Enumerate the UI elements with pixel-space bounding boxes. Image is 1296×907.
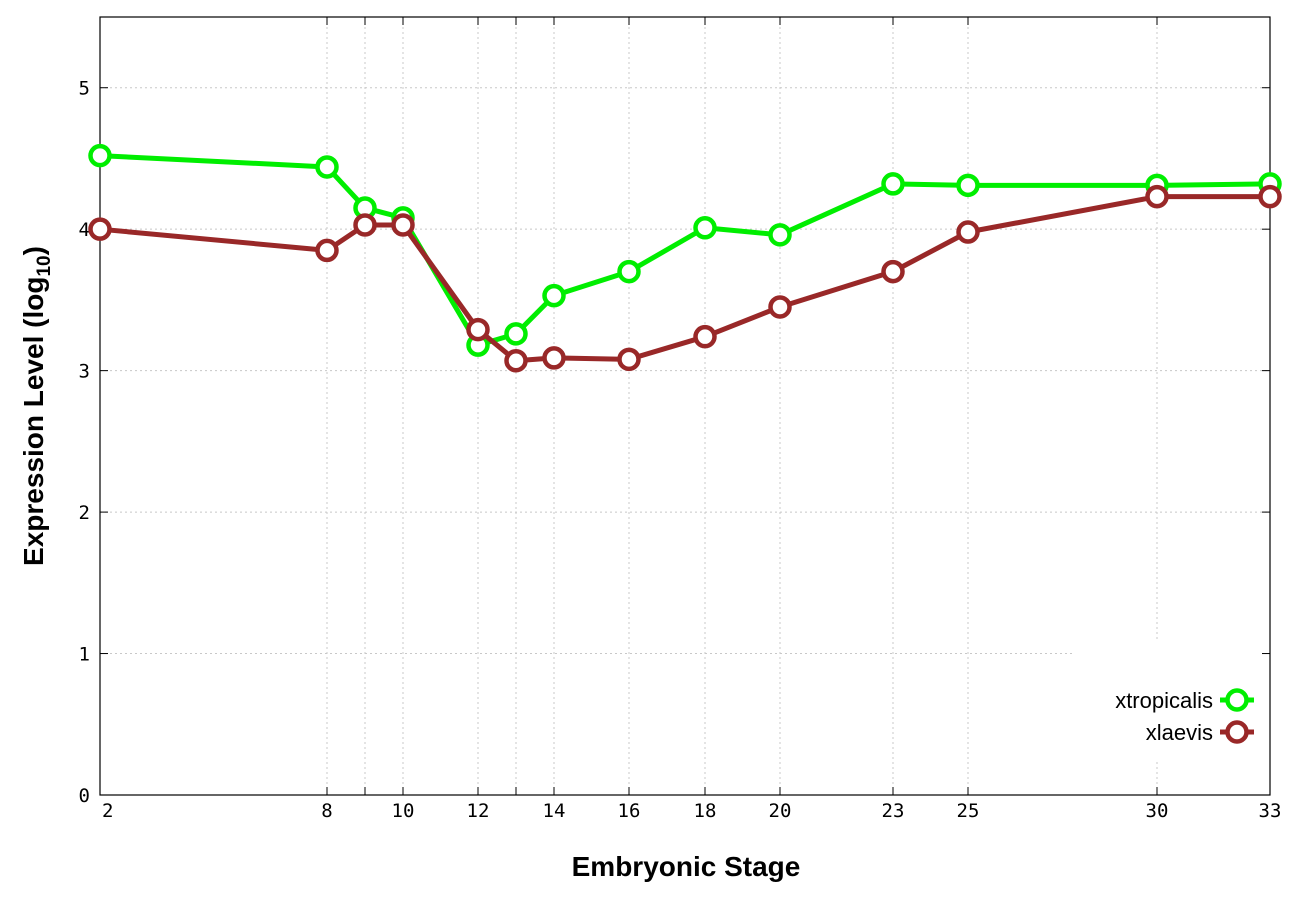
plot-frame <box>99 16 1271 796</box>
data-point-xlaevis <box>315 238 339 263</box>
data-point-xlaevis <box>542 346 566 370</box>
y-tick-label: 4 <box>79 219 90 241</box>
y-tick-label: 5 <box>79 78 90 100</box>
y-axis-title-subscript: 10 <box>34 255 55 276</box>
x-tick-label: 16 <box>618 800 641 822</box>
legend-label-xlaevis: xlaevis <box>1146 720 1213 745</box>
y-tick-labels: 0 1 2 3 4 5 <box>79 78 90 807</box>
y-axis-title-main: Expression Level (log <box>18 277 49 566</box>
y-tick-label: 1 <box>79 644 90 666</box>
x-tick-label: 2 <box>102 800 113 822</box>
x-tick-label: 25 <box>957 800 980 822</box>
data-point-xlaevis <box>956 220 980 244</box>
data-point-xlaevis <box>881 259 905 284</box>
data-point-xlaevis <box>353 213 377 237</box>
data-point-xlaevis <box>617 347 641 372</box>
axis-ticks <box>99 17 1271 796</box>
x-tick-label: 18 <box>694 800 717 822</box>
data-point-xlaevis <box>391 213 415 237</box>
legend: xtropicalis xlaevis <box>1072 640 1262 760</box>
data-point-xtropicalis <box>617 259 641 284</box>
data-point-xtropicalis <box>956 173 980 198</box>
data-point-xlaevis <box>693 324 717 349</box>
x-tick-label: 10 <box>392 800 415 822</box>
data-point-xtropicalis <box>88 143 112 168</box>
x-tick-label: 23 <box>882 800 905 822</box>
y-axis-title-close: ) <box>18 246 49 255</box>
data-point-xtropicalis <box>542 283 566 308</box>
legend-marker-xlaevis <box>1225 720 1249 744</box>
x-tick-label: 14 <box>543 800 566 822</box>
data-point-xlaevis <box>88 217 112 241</box>
data-point-xtropicalis <box>693 216 717 240</box>
x-axis-title: Embryonic Stage <box>572 851 801 882</box>
data-point-xlaevis <box>768 295 792 319</box>
y-tick-label: 2 <box>79 502 90 524</box>
data-point-xlaevis <box>1258 184 1282 209</box>
y-tick-label: 0 <box>79 785 90 807</box>
data-point-xlaevis <box>466 317 490 342</box>
series-line-xtropicalis <box>99 153 1271 348</box>
data-point-xtropicalis <box>315 155 339 179</box>
x-tick-label: 20 <box>769 800 792 822</box>
data-point-xtropicalis <box>768 223 792 247</box>
data-series <box>88 143 1282 373</box>
series-line-xlaevis <box>99 194 1270 364</box>
data-point-xtropicalis <box>881 172 905 196</box>
y-tick-label: 3 <box>79 361 90 383</box>
x-tick-label: 8 <box>321 800 332 822</box>
x-tick-labels: 2 8 10 12 14 16 18 20 23 25 30 33 <box>102 800 1281 822</box>
data-point-xlaevis <box>504 348 528 373</box>
data-point-xtropicalis <box>504 322 528 346</box>
data-point-xlaevis <box>1145 184 1169 209</box>
y-axis-title: Expression Level (log10) <box>18 246 55 566</box>
x-tick-label: 30 <box>1146 800 1169 822</box>
legend-label-xtropicalis: xtropicalis <box>1115 688 1213 713</box>
x-tick-label: 33 <box>1259 800 1282 822</box>
legend-marker-xtropicalis <box>1225 688 1249 712</box>
x-tick-label: 12 <box>467 800 490 822</box>
